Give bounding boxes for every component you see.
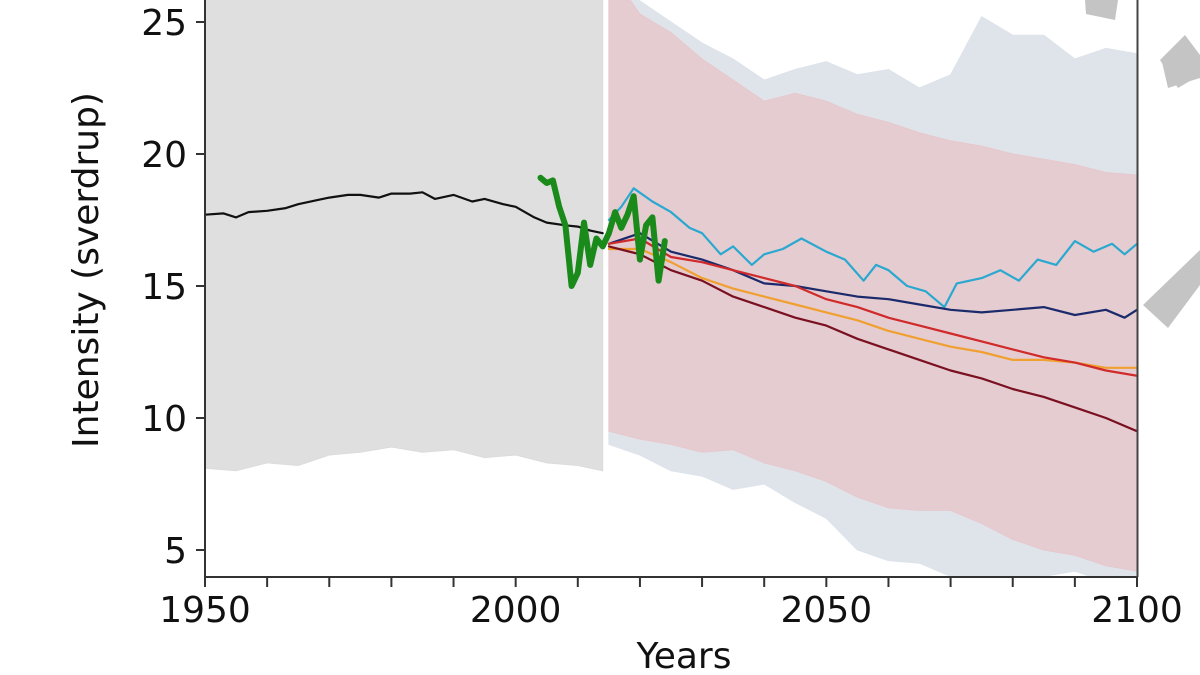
y-tick-label: 5 bbox=[164, 531, 187, 572]
projection-spread-high-emissions-band bbox=[608, 0, 1137, 572]
y-tick-label: 25 bbox=[141, 3, 187, 44]
data-series bbox=[205, 174, 1137, 433]
x-axis-ticks: 1950 2000 2050 2100 bbox=[159, 577, 1183, 631]
y-axis-title: Intensity (sverdrup) bbox=[66, 92, 107, 448]
scenario-low-cyan-line bbox=[607, 187, 1137, 309]
x-tick-label: 1950 bbox=[159, 590, 251, 631]
y-tick-label: 20 bbox=[141, 135, 187, 176]
scenario-medium-low-navy-line bbox=[607, 232, 1137, 319]
scenario-medium-red-line bbox=[607, 237, 1137, 377]
x-tick-label: 2100 bbox=[1091, 590, 1183, 631]
historical-spread-band bbox=[205, 0, 604, 472]
watermark-decoration bbox=[1085, 0, 1200, 328]
y-tick-label: 10 bbox=[141, 399, 187, 440]
historical-model-mean-line bbox=[205, 191, 604, 235]
y-axis-ticks: 5 10 15 20 25 bbox=[141, 3, 205, 572]
scenario-high-darkred-line bbox=[607, 245, 1137, 433]
axes bbox=[204, 0, 1139, 578]
y-tick-label: 15 bbox=[141, 267, 187, 308]
confidence-bands bbox=[205, 0, 1137, 576]
x-tick-label: 2000 bbox=[470, 590, 562, 631]
x-axis-title: Years bbox=[636, 636, 732, 675]
observations-line bbox=[537, 174, 668, 289]
x-tick-label: 2050 bbox=[781, 590, 873, 631]
scenario-medium-high-orange-line bbox=[607, 247, 1137, 369]
